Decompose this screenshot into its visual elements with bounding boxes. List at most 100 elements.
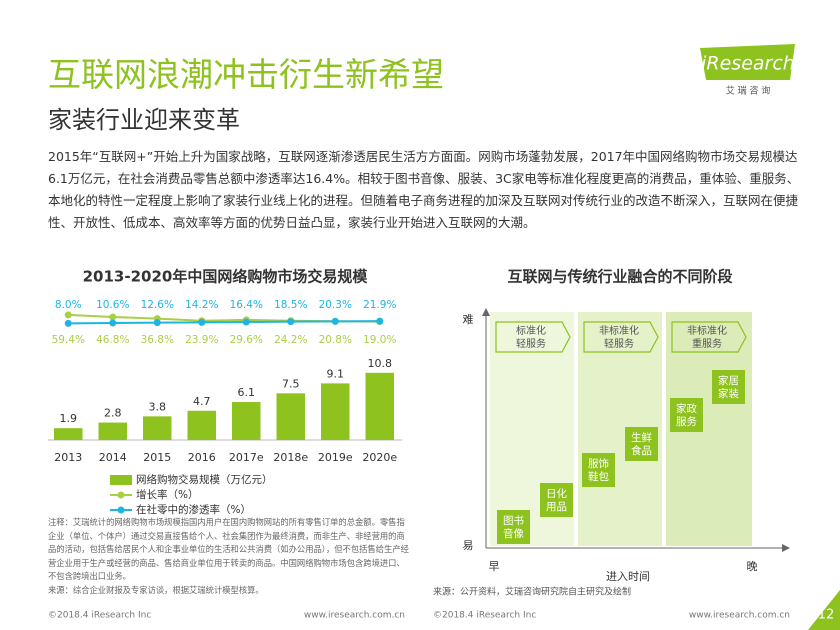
bar-label: 6.1 <box>238 386 256 399</box>
line-label: 16.4% <box>230 299 263 311</box>
line-label: 8.0% <box>55 299 82 311</box>
marker <box>376 317 384 325</box>
x-tick-label: 2017e <box>229 451 264 464</box>
stage-label: 标准化 <box>516 324 546 337</box>
item-label: 图书 <box>503 515 524 527</box>
logo-bg <box>700 44 795 80</box>
diagram-title: 互联网与传统行业融合的不同阶段 <box>507 268 732 286</box>
chart-title: 2013-2020年中国网络购物市场交易规模 <box>83 268 369 286</box>
bar <box>187 410 216 440</box>
x-tick-label: 2015 <box>143 451 171 464</box>
intro: 2015年“互联网+”开始上升为国家战略，互联网逐渐渗透居民生活方方面面。网购市… <box>48 149 800 230</box>
bar <box>321 383 350 440</box>
axis-label: 进入时间 <box>606 570 650 583</box>
item-label: 服务 <box>676 415 697 428</box>
x-tick-label: 2020e <box>362 451 397 464</box>
axis-label: 晚 <box>747 560 758 573</box>
line-label: 59.4% <box>52 334 85 346</box>
marker <box>331 317 339 325</box>
line <box>68 320 380 325</box>
bar <box>98 422 127 440</box>
footer: www.iresearch.com.cn <box>689 611 790 621</box>
legend-swatch <box>117 506 125 514</box>
notes: 注释：艾瑞统计的网络购物市场规模指国内用户在国内购物网站的所有零售订单的总金额。… <box>48 516 410 597</box>
note: 注释：艾瑞统计的网络购物市场规模指国内用户在国内购物网站的所有零售订单的总金额。… <box>48 517 409 581</box>
bar-label: 2.8 <box>104 407 122 420</box>
marker <box>109 319 117 327</box>
logo-sub: 艾 瑞 咨 询 <box>726 85 771 97</box>
line-label: 20.8% <box>319 334 352 346</box>
item-label: 日化 <box>546 487 567 500</box>
item-label: 鞋包 <box>588 470 609 483</box>
bar-label: 3.8 <box>149 400 167 413</box>
bar <box>143 416 172 440</box>
title: 互联网浪潮冲击衍生新希望 <box>48 55 444 94</box>
axis-label: 早 <box>489 560 500 573</box>
line-label: 46.8% <box>96 334 129 346</box>
legend-label: 网络购物交易规模（万亿元） <box>136 473 273 486</box>
item-box <box>712 370 745 404</box>
marker <box>153 319 161 327</box>
footer: www.iresearch.com.cn <box>304 611 405 621</box>
note: 来源：综合企业财报及专家访谈，根据艾瑞统计模型核算。 <box>48 584 264 595</box>
item-box <box>540 483 573 517</box>
line-label: 20.3% <box>319 299 352 311</box>
stage-label: 重服务 <box>692 337 722 350</box>
line-label: 10.6% <box>96 299 129 311</box>
item-box <box>582 453 615 487</box>
stage-box <box>495 321 571 353</box>
legend-swatch <box>110 475 132 485</box>
marker <box>287 318 295 326</box>
x-tick-label: 2016 <box>188 451 216 464</box>
logo: iResearch <box>701 53 795 75</box>
x-tick-label: 2013 <box>54 451 82 464</box>
bar <box>365 372 394 440</box>
item-box <box>625 427 658 461</box>
x-tick-label: 2018e <box>273 451 308 464</box>
item-box <box>497 510 530 544</box>
subtitle: 家装行业迎来变革 <box>48 106 240 134</box>
bar-label: 4.7 <box>193 395 211 408</box>
axis-label: 难 <box>463 313 474 326</box>
page-number: 12 <box>818 608 835 623</box>
stage-box <box>583 321 659 353</box>
item-label: 生鲜 <box>631 431 652 444</box>
stage-label: 非标准化 <box>687 324 727 337</box>
arrow <box>482 308 490 316</box>
item-label: 家政 <box>676 402 697 415</box>
bar <box>54 428 83 440</box>
line-label: 14.2% <box>185 299 218 311</box>
line-label: 19.0% <box>363 334 396 346</box>
stage-box <box>671 321 747 353</box>
bar-label: 9.1 <box>327 367 345 380</box>
line-label: 23.9% <box>185 334 218 346</box>
stage-label: 轻服务 <box>516 337 546 350</box>
marker <box>242 318 250 326</box>
bar-label: 1.9 <box>60 412 78 425</box>
line-label: 12.6% <box>141 299 174 311</box>
stage-label: 非标准化 <box>599 324 639 337</box>
legend-label: 增长率（%） <box>136 488 198 501</box>
item-label: 用品 <box>546 501 567 513</box>
axis-label: 易 <box>463 539 474 552</box>
item-label: 家装 <box>718 387 739 400</box>
marker <box>198 318 206 326</box>
arrow <box>782 544 790 552</box>
item-box <box>670 398 703 432</box>
bar-label: 10.8 <box>368 357 393 370</box>
legend-label: 在社零中的渗透率（%） <box>136 503 251 516</box>
bar-label: 7.5 <box>282 377 300 390</box>
bar <box>232 402 261 440</box>
marker <box>109 313 117 321</box>
line-label: 24.2% <box>274 334 307 346</box>
marker <box>64 319 72 327</box>
item-label: 服饰 <box>588 457 609 470</box>
item-label: 食品 <box>631 444 652 457</box>
footer: ©2018.4 iResearch Inc <box>48 611 151 621</box>
source: 来源：公开资料，艾瑞咨询研究院自主研究及绘制 <box>433 586 631 598</box>
legend-swatch <box>117 491 125 499</box>
item-label: 音像 <box>503 527 524 540</box>
line-label: 29.6% <box>230 334 263 346</box>
